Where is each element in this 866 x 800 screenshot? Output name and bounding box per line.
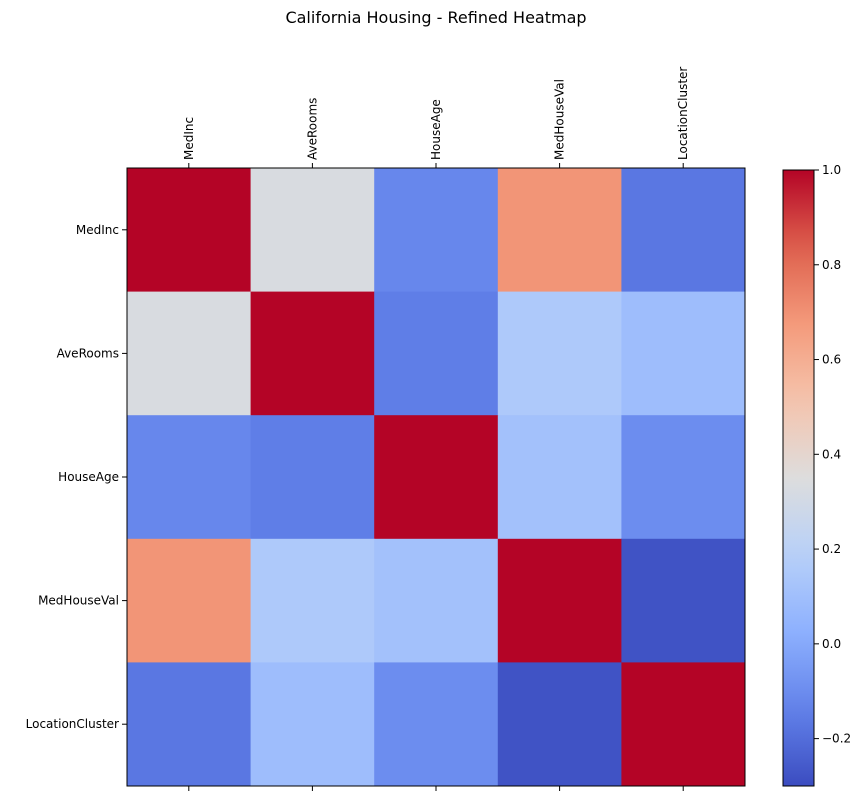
y-tick-label: AveRooms (57, 346, 119, 360)
heatmap-cell-1-1 (250, 291, 375, 416)
colorbar-tick-label: 0.2 (822, 542, 841, 556)
x-tick-label: AveRooms (305, 98, 319, 160)
colorbar-tick-label: 1.0 (822, 163, 841, 177)
heatmap-cell-2-3 (497, 415, 622, 540)
heatmap-cell-0-4 (621, 168, 746, 293)
heatmap-cell-2-1 (250, 415, 375, 540)
x-tick-label: LocationCluster (676, 67, 690, 160)
colorbar-gradient (782, 169, 815, 787)
x-tick-label: HouseAge (429, 99, 443, 160)
heatmap-cell-1-0 (127, 291, 252, 416)
heatmap-cell-0-2 (374, 168, 499, 293)
heatmap-cell-4-3 (497, 662, 622, 787)
y-tick-label: LocationCluster (26, 717, 119, 731)
heatmap-cell-3-3 (497, 538, 622, 663)
y-tick-label: HouseAge (58, 470, 119, 484)
x-tick-label: MedHouseVal (553, 79, 567, 160)
chart-title: California Housing - Refined Heatmap (285, 8, 586, 27)
heatmap-cell-4-4 (621, 662, 746, 787)
heatmap-cell-1-3 (497, 291, 622, 416)
heatmap-cell-2-4 (621, 415, 746, 540)
x-tick-labels: MedInc AveRooms HouseAge MedHouseVal Locatio… (182, 67, 690, 791)
y-tick-label: MedHouseVal (38, 594, 119, 608)
colorbar-tick-label: 0.8 (822, 258, 841, 272)
y-tick-label: MedInc (76, 223, 119, 237)
colorbar-tick-label: 0.0 (822, 637, 841, 651)
heatmap-cell-3-4 (621, 538, 746, 663)
heatmap-cell-2-2 (374, 415, 499, 540)
heatmap-cell-3-2 (374, 538, 499, 663)
colorbar-tick-label: 0.6 (822, 353, 841, 367)
x-tick-label: MedInc (182, 117, 196, 160)
heatmap-cell-0-3 (497, 168, 622, 293)
heatmap-cell-4-0 (127, 662, 252, 787)
heatmap-cell-0-1 (250, 168, 375, 293)
heatmap-cell-4-2 (374, 662, 499, 787)
colorbar: −0.2 0.0 0.2 0.4 0.6 0.8 1.0 (782, 163, 851, 787)
heatmap-cell-0-0 (127, 168, 252, 293)
heatmap-cell-1-4 (621, 291, 746, 416)
heatmap-cell-1-2 (374, 291, 499, 416)
heatmap-cell-2-0 (127, 415, 252, 540)
heatmap-cell-3-1 (250, 538, 375, 663)
y-tick-labels: MedInc AveRooms HouseAge MedHouseVal Locatio… (26, 223, 127, 731)
heatmap-cells (127, 168, 746, 787)
colorbar-tick-label: 0.4 (822, 447, 841, 461)
heatmap-cell-4-1 (250, 662, 375, 787)
colorbar-tick-label: −0.2 (822, 732, 851, 746)
heatmap-cell-3-0 (127, 538, 252, 663)
